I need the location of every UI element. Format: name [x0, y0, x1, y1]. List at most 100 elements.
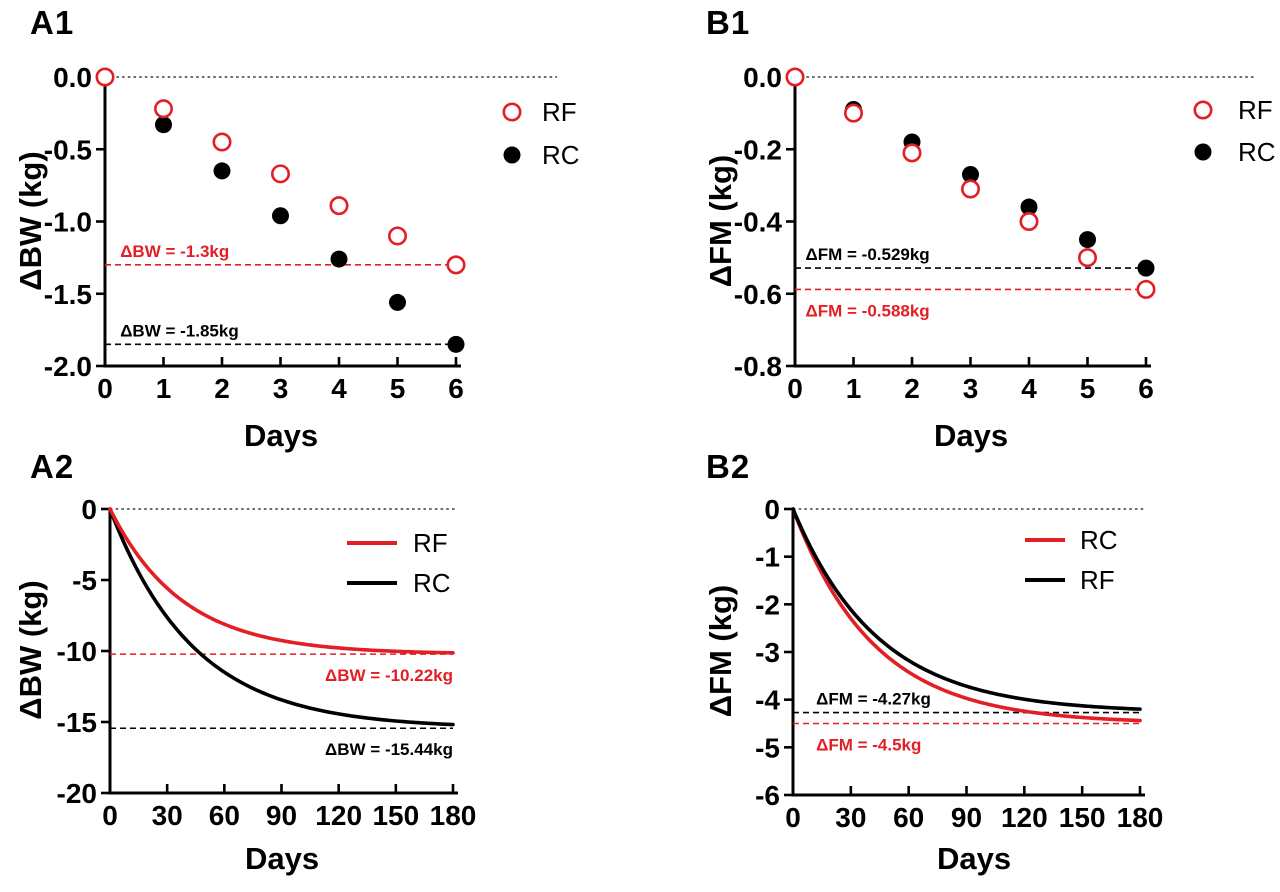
svg-text:30: 30: [152, 800, 183, 831]
ref-line-label: ΔBW = -1.85kg: [120, 321, 239, 340]
ref-line-label: ΔBW = -1.3kg: [120, 242, 229, 261]
legend-marker-filled-circle: [1194, 143, 1212, 161]
ref-line: ΔBW = -10.22kg: [110, 653, 453, 685]
legend-marker-open-circle: [1193, 100, 1213, 120]
panel-a2: 0 30 60 90 120 150 180 0 -5 -10 -15 -20 ΔBW = -10.22…: [0, 446, 640, 892]
svg-text:-5: -5: [72, 565, 97, 596]
x-axis-title-a1: Days: [243, 418, 319, 453]
ref-line: ΔBW = -1.85kg: [105, 321, 456, 346]
svg-text:120: 120: [315, 800, 362, 831]
ref-line: ΔBW = -1.3kg: [105, 242, 456, 266]
legend-label: RF: [1080, 565, 1115, 595]
panel-a1: 0 1 2 3 4 5 6 0.0 -0.5 -1.0 -1.5 -2.0 ΔBW = -1.3kg ΔB…: [0, 0, 640, 453]
svg-text:-1.5: -1.5: [44, 279, 92, 310]
y-axis-title-a1: ΔBW (kg): [13, 151, 48, 291]
svg-text:180: 180: [1117, 802, 1164, 833]
axes: 0 30 60 90 120 150 180 0 -1 -2 -3 -4 -5 -6: [755, 494, 1163, 833]
y-axis-title-b1: ΔFM (kg): [703, 154, 738, 288]
x-axis-title-b2: Days: [936, 841, 1012, 876]
legend: RF RC: [502, 97, 580, 170]
series-RF: [95, 67, 466, 275]
series-RC: [791, 507, 1142, 723]
svg-text:150: 150: [372, 800, 419, 831]
svg-text:0: 0: [102, 800, 118, 831]
chart-b1: 0 1 2 3 4 5 6 0.0 -0.2 -0.4 -0.6 -0.8 ΔFM = -0.529kg…: [734, 62, 1276, 404]
svg-text:-0.6: -0.6: [734, 279, 782, 310]
svg-text:0: 0: [787, 373, 803, 404]
svg-text:60: 60: [893, 802, 924, 833]
svg-text:6: 6: [1138, 373, 1154, 404]
svg-text:-1.0: -1.0: [44, 207, 92, 238]
svg-text:4: 4: [331, 373, 347, 404]
legend: RC RF: [1025, 525, 1118, 595]
svg-text:0: 0: [81, 494, 97, 525]
svg-text:0.0: 0.0: [53, 62, 92, 93]
panel-b2: 0 30 60 90 120 150 180 0 -1 -2 -3 -4 -5 -6 ΔFM = -4.27…: [640, 446, 1280, 892]
svg-text:3: 3: [273, 373, 289, 404]
series-RF: [791, 507, 1142, 711]
axes: 0 1 2 3 4 5 6 0.0 -0.2 -0.4 -0.6 -0.8: [734, 62, 1154, 404]
legend-marker-filled-circle: [503, 146, 521, 164]
svg-text:1: 1: [846, 373, 862, 404]
svg-text:-3: -3: [755, 637, 780, 668]
legend-label: RC: [1238, 137, 1276, 167]
panel-label-b1: B1: [706, 4, 751, 41]
legend: RF RC: [347, 528, 451, 598]
legend-label: RC: [542, 140, 580, 170]
svg-text:-6: -6: [755, 780, 780, 811]
svg-text:90: 90: [266, 800, 297, 831]
svg-text:2: 2: [904, 373, 920, 404]
ref-line: ΔFM = -0.588kg: [795, 288, 1146, 320]
svg-text:-0.2: -0.2: [734, 134, 782, 165]
svg-text:-4: -4: [755, 685, 780, 716]
svg-text:-0.8: -0.8: [734, 351, 782, 382]
svg-text:0: 0: [764, 494, 780, 525]
svg-text:-15: -15: [57, 707, 97, 738]
legend-label: RC: [413, 568, 451, 598]
ref-line: ΔFM = -4.27kg: [793, 690, 1140, 714]
legend-marker-open-circle: [502, 102, 522, 122]
svg-text:5: 5: [1080, 373, 1096, 404]
panel-label-b2: B2: [706, 448, 751, 485]
ref-line: ΔFM = -4.5kg: [793, 722, 1140, 755]
legend-label: RC: [1080, 525, 1118, 555]
axes: 0 30 60 90 120 150 180 0 -5 -10 -15 -20: [57, 494, 477, 831]
axes: 0 1 2 3 4 5 6 0.0 -0.5 -1.0 -1.5 -2.0: [44, 62, 464, 404]
legend-label: RF: [542, 97, 577, 127]
svg-text:-5: -5: [755, 732, 780, 763]
series-RC: [108, 507, 455, 727]
svg-text:4: 4: [1021, 373, 1037, 404]
svg-text:-2.0: -2.0: [44, 351, 92, 382]
svg-text:30: 30: [835, 802, 866, 833]
legend-label: RF: [1238, 95, 1273, 125]
ref-line-label: ΔBW = -15.44kg: [325, 740, 453, 759]
ref-line: ΔFM = -0.529kg: [795, 245, 1146, 269]
svg-text:-20: -20: [57, 778, 97, 809]
series-RF: [108, 507, 455, 655]
x-axis-title-a2: Days: [244, 841, 320, 876]
svg-text:-1: -1: [755, 542, 780, 573]
chart-a1: 0 1 2 3 4 5 6 0.0 -0.5 -1.0 -1.5 -2.0 ΔBW = -1.3kg ΔB…: [44, 62, 580, 404]
ref-line-label: ΔFM = -4.5kg: [816, 736, 921, 755]
svg-text:1: 1: [156, 373, 172, 404]
x-axis-title-b1: Days: [933, 418, 1009, 453]
svg-text:3: 3: [963, 373, 979, 404]
ref-line-label: ΔFM = -0.529kg: [806, 245, 930, 264]
panel-label-a2: A2: [30, 448, 75, 485]
svg-text:0: 0: [97, 373, 113, 404]
svg-text:60: 60: [209, 800, 240, 831]
svg-text:0: 0: [785, 802, 801, 833]
svg-text:-0.4: -0.4: [734, 207, 783, 238]
series-RC: [96, 68, 465, 353]
svg-text:90: 90: [951, 802, 982, 833]
ref-line-label: ΔFM = -4.27kg: [816, 690, 931, 709]
svg-text:180: 180: [430, 800, 477, 831]
ref-line-label: ΔFM = -0.588kg: [806, 301, 930, 320]
panel-label-a1: A1: [30, 4, 75, 41]
ref-line: ΔBW = -15.44kg: [110, 727, 453, 759]
panel-b1: 0 1 2 3 4 5 6 0.0 -0.2 -0.4 -0.6 -0.8 ΔFM = -0.529kg…: [640, 0, 1280, 453]
ref-line-label: ΔBW = -10.22kg: [325, 666, 453, 685]
svg-text:6: 6: [448, 373, 464, 404]
svg-text:120: 120: [1001, 802, 1048, 833]
